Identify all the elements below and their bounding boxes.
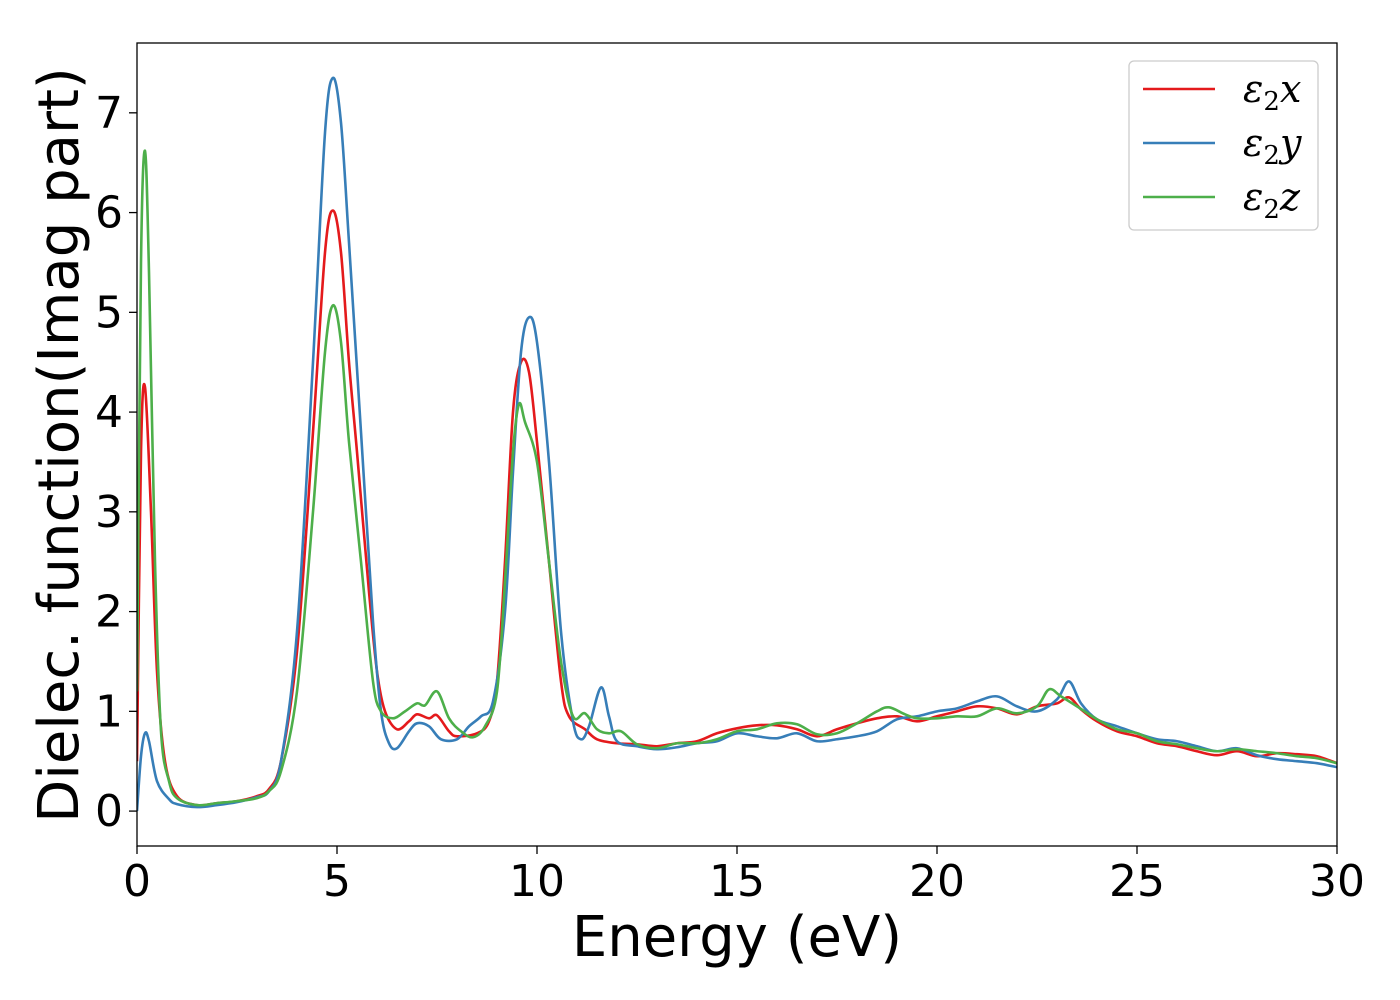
- x-tick-label: 20: [909, 856, 965, 907]
- x-tick-label: 10: [509, 856, 565, 907]
- legend-label-x: ε2x: [1243, 67, 1301, 117]
- y-tick-label: 3: [95, 487, 123, 538]
- y-tick-label: 0: [95, 786, 123, 837]
- x-tick-label: 25: [1109, 856, 1165, 907]
- y-axis-title: Dielec. function(Imag part): [27, 67, 92, 823]
- x-tick-label: 5: [323, 856, 351, 907]
- x-tick-label: 0: [123, 856, 151, 907]
- series-line-z: [137, 149, 1337, 807]
- x-tick-label: 30: [1309, 856, 1365, 907]
- legend-label-z: ε2z: [1243, 175, 1301, 225]
- y-tick-label: 2: [95, 587, 123, 638]
- series-line-y: [137, 76, 1337, 812]
- y-tick-label: 6: [95, 188, 123, 239]
- y-axis: 0 1 2 3 4 5 6 7: [95, 88, 137, 837]
- y-tick-label: 4: [95, 387, 123, 438]
- series-layer: [137, 76, 1337, 812]
- legend-label-y: ε2y: [1243, 121, 1302, 171]
- x-axis: 0 5 10 15 20 25 30: [123, 846, 1365, 907]
- y-tick-label: 7: [95, 88, 123, 139]
- y-tick-label: 1: [95, 686, 123, 737]
- x-axis-title: Energy (eV): [572, 905, 902, 970]
- legend-box: [1128, 60, 1319, 231]
- y-tick-label: 5: [95, 287, 123, 338]
- x-tick-label: 15: [709, 856, 765, 907]
